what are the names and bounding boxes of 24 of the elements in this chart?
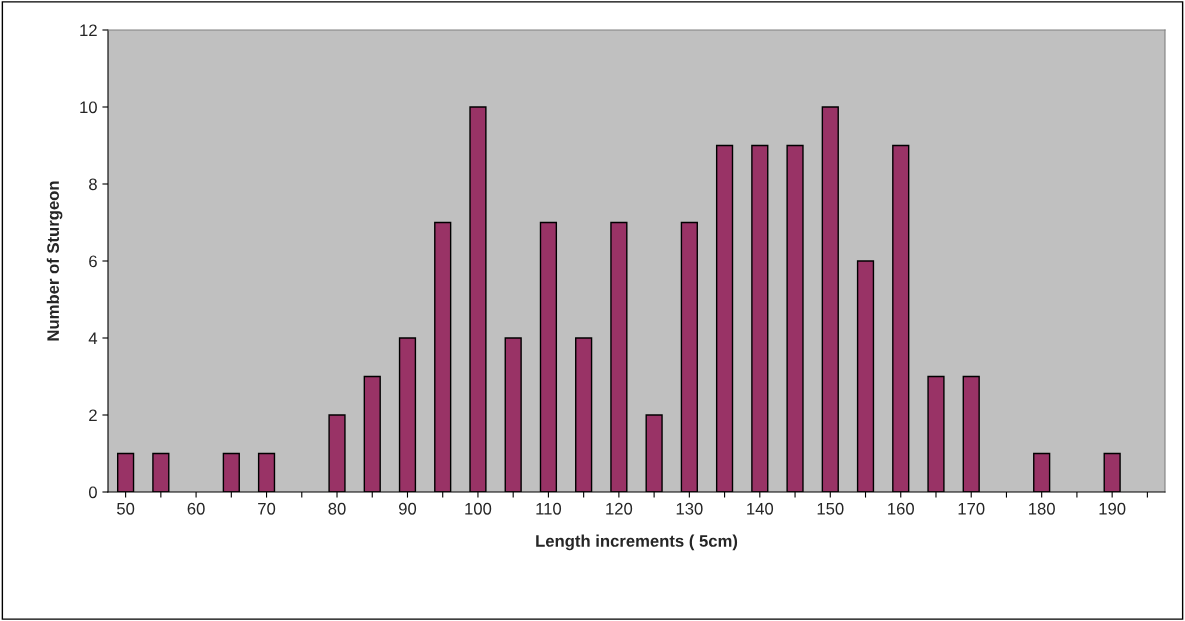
x-tick-label: 50	[117, 502, 135, 515]
x-tick-label: 140	[747, 502, 774, 515]
x-tick-label: 190	[1099, 502, 1126, 515]
x-tick-label: 70	[258, 502, 276, 515]
y-tick-label: 2	[89, 409, 97, 422]
y-tick-label: 4	[88, 332, 98, 345]
x-tick-label: 160	[888, 502, 914, 515]
x-tick-label: 150	[817, 502, 844, 515]
y-axis-title: Number of Sturgeon	[46, 181, 63, 341]
y-tick-label: 6	[89, 255, 97, 268]
x-tick-label: 60	[187, 502, 205, 515]
y-tick-label: 8	[89, 178, 97, 191]
x-tick-label: 110	[536, 502, 562, 515]
y-tick-label: 10	[80, 101, 97, 114]
y-tick-label: 12	[80, 24, 97, 37]
x-tick-label: 170	[958, 502, 985, 515]
x-tick-label: 130	[676, 502, 703, 515]
x-tick-label: 100	[465, 502, 492, 515]
y-tick-label: 0	[88, 486, 97, 499]
x-axis-title: Length increments ( 5cm)	[536, 534, 738, 551]
x-tick-label: 180	[1029, 502, 1055, 515]
x-tick-label: 80	[328, 502, 346, 515]
x-tick-label: 90	[399, 502, 417, 515]
x-tick-label: 120	[606, 502, 633, 515]
